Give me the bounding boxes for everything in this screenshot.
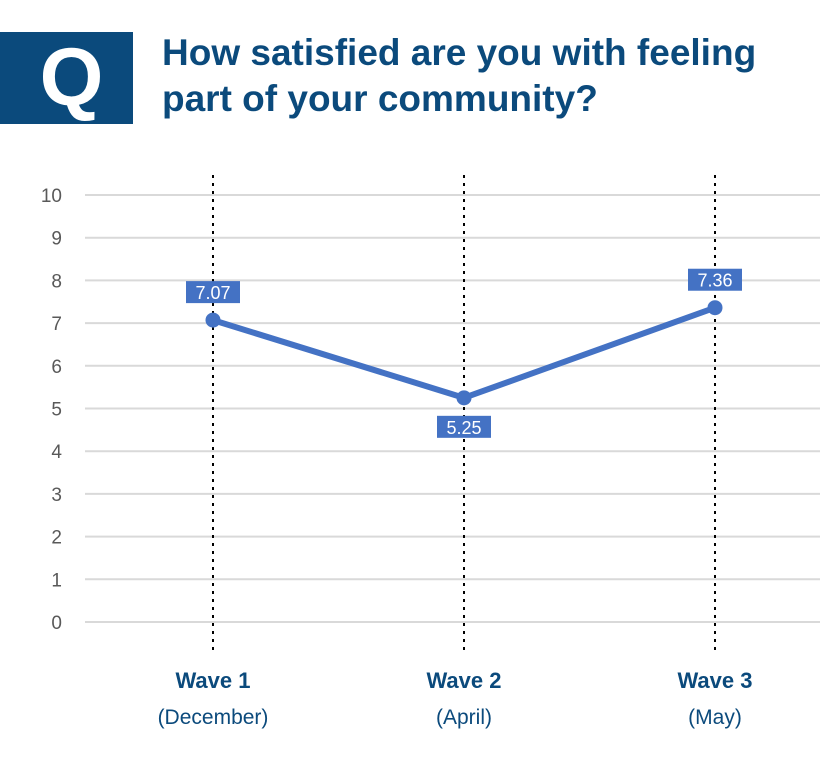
question-letter: Q — [39, 32, 104, 123]
x-tick-label: Wave 2 — [426, 668, 501, 693]
y-tick-label: 7 — [51, 314, 62, 335]
x-tick-sublabel: (April) — [436, 706, 492, 729]
data-label: 7.07 — [195, 283, 230, 303]
data-label-box — [186, 281, 240, 304]
data-label: 5.25 — [446, 418, 481, 438]
data-point — [205, 312, 221, 328]
y-tick-label: 9 — [51, 229, 62, 250]
y-tick-label: 3 — [51, 485, 62, 506]
data-point — [456, 390, 472, 406]
title-line-2: part of your community? — [162, 78, 598, 119]
y-tick-label: 8 — [51, 271, 62, 292]
data-label-box — [688, 268, 742, 291]
y-tick-label: 5 — [51, 400, 62, 421]
x-tick-sublabel: (December) — [158, 706, 269, 729]
x-tick-label: Wave 3 — [677, 668, 752, 693]
y-tick-label: 6 — [51, 357, 62, 378]
title-line-1: How satisfied are you with feeling — [162, 32, 757, 73]
y-tick-label: 10 — [41, 186, 62, 207]
y-tick-label: 0 — [51, 613, 62, 634]
page-title: How satisfied are you with feeling part … — [162, 30, 802, 122]
y-tick-label: 1 — [51, 570, 62, 591]
y-tick-label: 2 — [51, 528, 62, 549]
data-label-box — [437, 415, 491, 438]
question-badge: Q — [0, 32, 133, 124]
y-tick-label: 4 — [51, 442, 62, 463]
data-point — [707, 300, 723, 316]
x-tick-sublabel: (May) — [688, 706, 742, 729]
x-tick-label: Wave 1 — [175, 668, 250, 693]
data-label: 7.36 — [697, 271, 732, 291]
